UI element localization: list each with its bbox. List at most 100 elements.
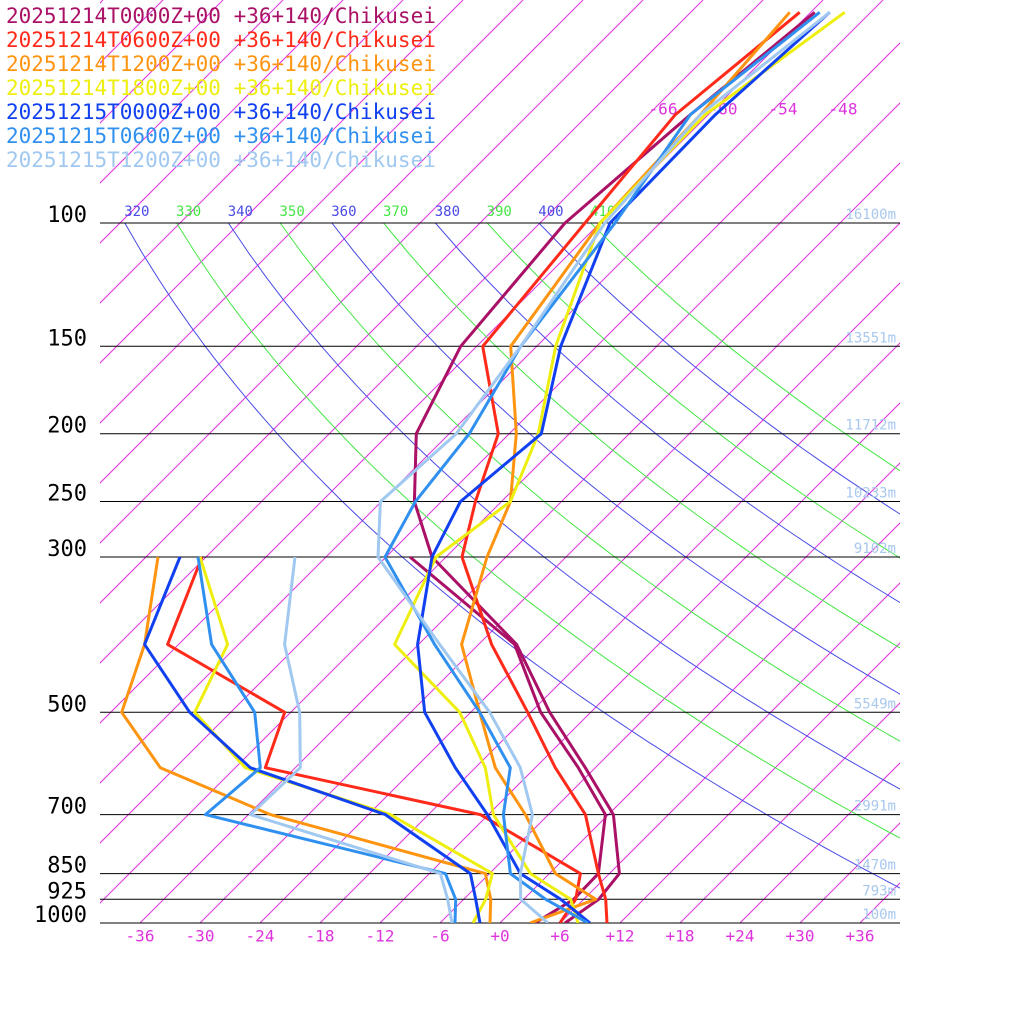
theta-label: 340 [228,204,253,220]
legend-label: 20251215T1200Z+00 +36+140/Chikusei [6,148,436,172]
temperature-line [460,11,791,923]
x-tick-label: +18 [666,927,695,946]
isotherm [980,0,1024,923]
isotherm [379,402,900,923]
top-tick-label: -66 [649,100,678,119]
theta-label: 390 [487,204,512,220]
x-tick-label: +0 [490,927,509,946]
isotherm [100,0,464,364]
x-tick-label: +30 [786,927,815,946]
isotherm [100,102,900,904]
dewpoint-line [120,556,493,923]
isotherm [859,882,900,923]
y-tick-label: 300 [47,537,87,562]
isotherm [199,222,900,923]
isotherm [100,42,900,844]
theta-label: 360 [331,204,356,220]
theta-label: 380 [435,204,460,220]
x-tick-label: +12 [606,927,635,946]
x-tick-label: -24 [246,927,275,946]
legend-label: 20251214T0600Z+00 +36+140/Chikusei [6,28,436,52]
height-label: 16100m [845,207,896,223]
height-label: 10233m [845,486,896,502]
temperature-line [393,11,846,923]
isotherm [100,0,584,484]
theta-label: 400 [538,204,563,220]
theta-label: 350 [279,204,304,220]
height-label: 5549m [854,696,896,712]
legend-label: 20251215T0600Z+00 +36+140/Chikusei [6,124,436,148]
dry-adiabat [331,223,900,695]
x-tick-label: -6 [430,927,449,946]
isotherm [679,702,900,923]
theta-label: 320 [124,204,149,220]
y-tick-label: 200 [47,414,87,439]
dry-adiabat [538,223,900,515]
isotherm [319,342,900,923]
x-tick-label: +36 [846,927,875,946]
height-label: 9102m [854,541,896,557]
isotherm [259,282,900,923]
isotherm [100,0,524,424]
dry-adiabat [124,223,900,889]
dry-adiabat [176,223,900,839]
height-label: 2991m [854,799,896,815]
legend-label: 20251214T0000Z+00 +36+140/Chikusei [6,4,436,28]
isotherm [920,0,1024,923]
isotherm [100,0,284,184]
temperature-line [376,11,831,923]
top-tick-label: -48 [829,100,858,119]
isotherm [100,0,704,604]
y-tick-label: 1000 [34,903,87,928]
top-tick-label: -54 [769,100,798,119]
isotherm [799,822,900,923]
height-label: 793m [862,883,896,899]
x-tick-label: -12 [366,927,395,946]
legend-label: 20251215T0000Z+00 +36+140/Chikusei [6,100,436,124]
height-label: 11712m [845,418,896,434]
dewpoint-line [193,556,494,923]
dry-adiabat [590,223,900,472]
temperature-line [416,11,831,923]
isotherm [100,0,764,664]
x-tick-label: +6 [550,927,569,946]
isotherm [559,582,900,923]
y-tick-label: 100 [47,203,87,228]
x-tick-label: -36 [126,927,155,946]
isotherm [499,522,900,923]
isotherm [100,0,404,304]
theta-label: 330 [176,204,201,220]
legend: 20251214T0000Z+00 +36+140/Chikusei202512… [6,4,436,172]
isotherm [439,462,900,923]
dewpoint-line [143,556,482,923]
x-tick-label: +24 [726,927,755,946]
temperature-line [460,11,801,923]
y-tick-label: 500 [47,692,87,717]
legend-label: 20251214T1800Z+00 +36+140/Chikusei [6,76,436,100]
isotherm [619,642,900,923]
traces [120,11,846,923]
grid [100,0,1024,923]
x-tick-label: -30 [186,927,215,946]
dewpoint-line [166,556,582,923]
y-tick-label: 150 [47,326,87,351]
y-tick-label: 250 [47,482,87,507]
dewpoint-line [248,556,454,923]
y-tick-label: 700 [47,795,87,820]
dry-adiabat [383,223,900,649]
height-label: 1470m [854,858,896,874]
theta-label: 370 [383,204,408,220]
isotherm [739,762,900,923]
isotherm [100,0,344,244]
isotherm [100,0,884,784]
isotherm [139,162,900,923]
y-tick-label: 925 [47,879,87,904]
isotherm [100,0,644,544]
dry-adiabat [227,223,900,790]
dewpoint-line [196,556,458,923]
height-label: 100m [862,907,896,923]
legend-label: 20251214T1200Z+00 +36+140/Chikusei [6,52,436,76]
height-label: 13551m [845,330,896,346]
